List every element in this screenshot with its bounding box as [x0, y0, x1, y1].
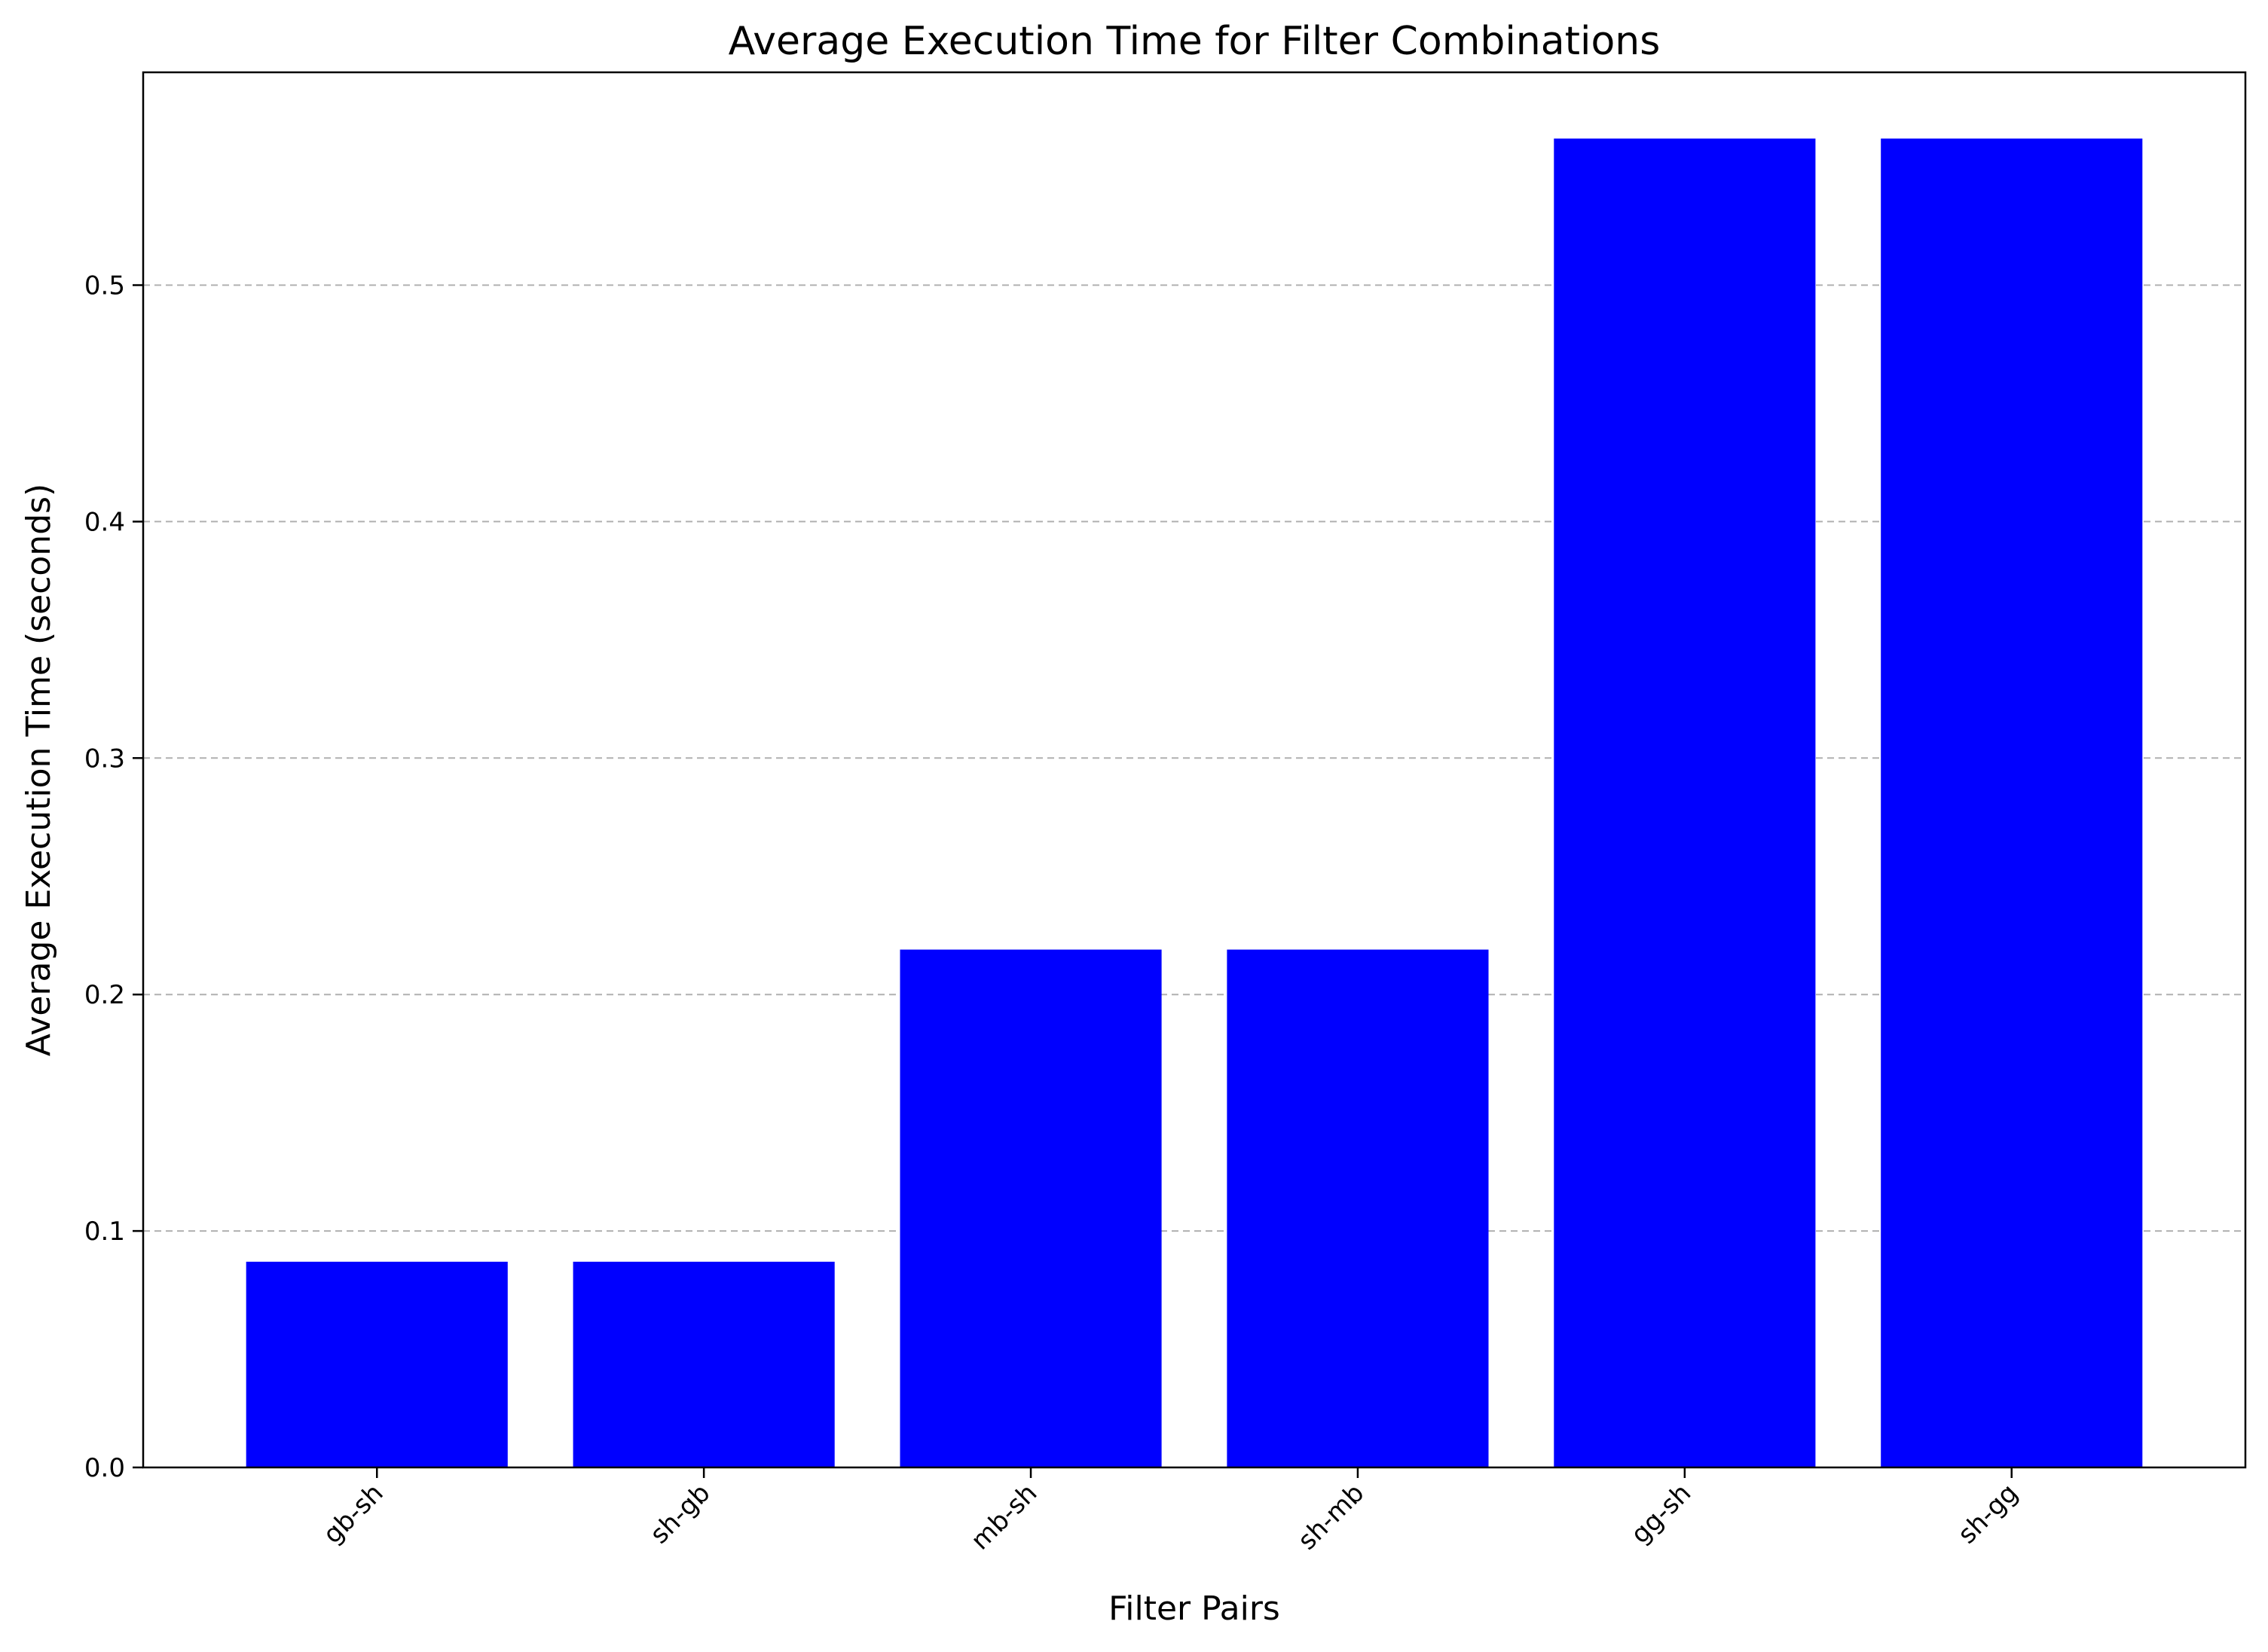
x-tick-label: sh-mb [1292, 1478, 1370, 1556]
bar-gb-sh [246, 1261, 508, 1467]
x-axis-label: Filter Pairs [1108, 1589, 1280, 1628]
y-axis-label: Average Execution Time (seconds) [20, 484, 58, 1056]
bar-sh-gg [1881, 138, 2143, 1468]
plot-frame [142, 71, 2247, 1469]
bar-gg-sh [1554, 138, 1816, 1468]
chart-title: Average Execution Time for Filter Combin… [729, 19, 1661, 64]
y-tick-label: 0.1 [84, 1217, 125, 1247]
x-tick-label: gg-sh [1625, 1478, 1697, 1550]
y-tick-label: 0.5 [84, 271, 125, 301]
x-axis: gb-sh sh-gb mb-sh sh-mb gg-sh sh-gg [317, 1467, 2024, 1556]
bar-mb-sh [900, 949, 1162, 1467]
y-tick-label: 0.3 [84, 744, 125, 774]
x-tick-label: sh-gg [1952, 1478, 2024, 1550]
y-tick-label: 0.4 [84, 507, 125, 537]
bar-sh-gb [573, 1261, 835, 1467]
y-tick-label: 0.0 [84, 1453, 125, 1483]
bar-sh-mb [1227, 949, 1489, 1467]
y-tick-label: 0.2 [84, 980, 125, 1010]
bars [246, 138, 2143, 1468]
x-tick-label: gb-sh [317, 1478, 389, 1550]
y-axis: 0.0 0.1 0.2 0.3 0.4 0.5 [84, 271, 143, 1483]
x-tick-label: sh-gb [644, 1478, 716, 1550]
x-tick-label: mb-sh [965, 1478, 1043, 1556]
